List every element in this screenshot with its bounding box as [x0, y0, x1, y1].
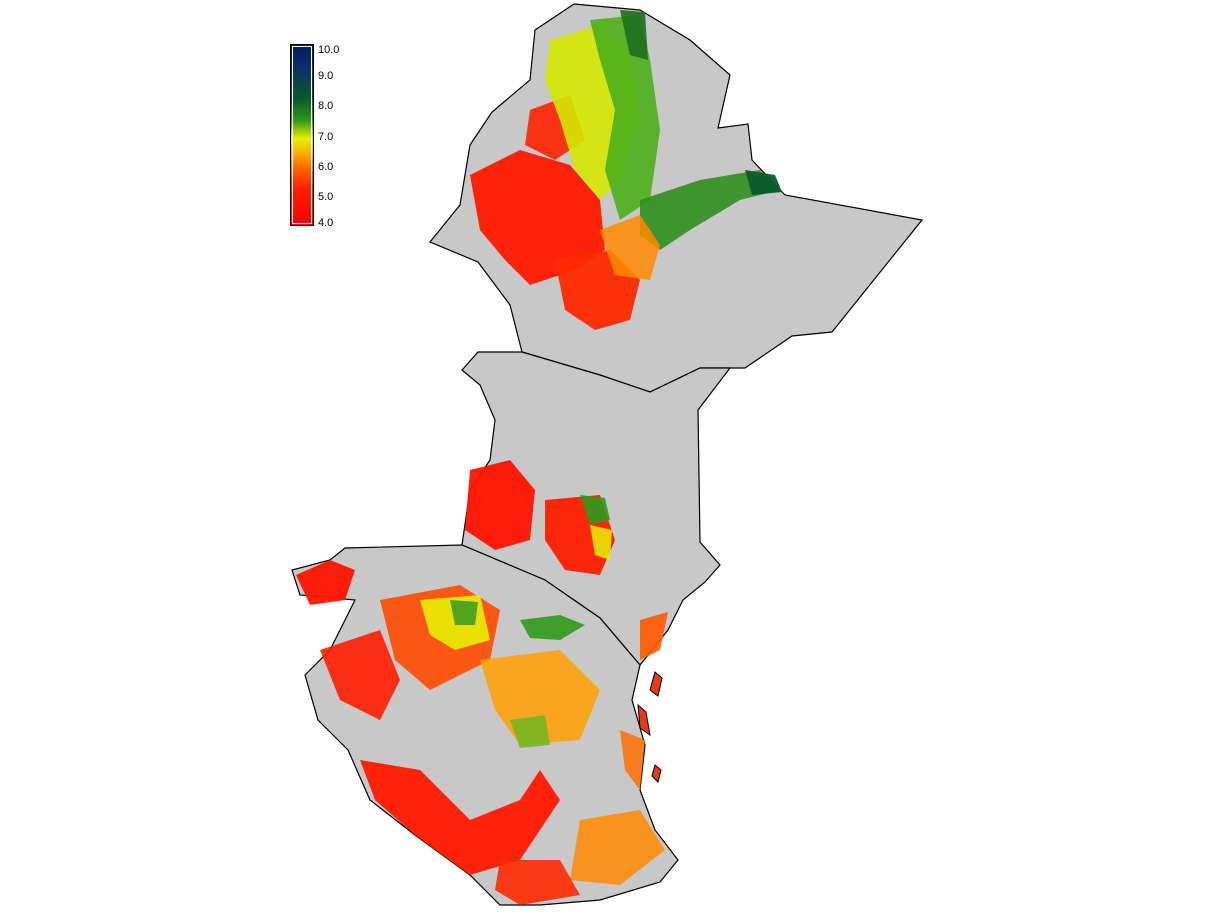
overlay-tz-red-west: [320, 630, 400, 720]
data-overlay-tanzania: [296, 560, 665, 905]
overlay-eth-green-1: [590, 15, 660, 220]
overlay-eth-darkgreen-east: [745, 170, 782, 195]
island-mafia: [651, 764, 662, 783]
overlay-tz-orange-center: [480, 650, 600, 745]
island-zanzibar: [637, 703, 651, 737]
legend-label-5: 5.0: [318, 191, 334, 203]
legend-label-6: 6.0: [318, 161, 334, 173]
overlay-eth-green-band: [640, 170, 780, 250]
overlay-tz-coast: [620, 730, 645, 790]
overlay-ken-green-border: [520, 615, 585, 640]
overlay-tz-green-center: [510, 715, 550, 748]
overlay-eth-red-west: [470, 150, 605, 285]
legend-color-bar: [290, 44, 314, 226]
overlay-ken-coast: [640, 612, 668, 660]
overlay-tz-red-south: [360, 760, 560, 875]
legend-label-9: 9.0: [318, 70, 334, 82]
data-overlay-ethiopia: [470, 10, 782, 330]
data-overlay-kenya: [465, 460, 668, 660]
overlay-eth-green-2: [620, 10, 648, 60]
legend-label-4: 4.0: [318, 217, 334, 229]
legend-label-8: 8.0: [318, 100, 334, 112]
overlay-tz-red-nw: [296, 560, 355, 605]
overlay-tz-orange-south: [570, 810, 665, 885]
overlay-tz-red-se: [495, 860, 580, 905]
overlay-ken-red-west: [465, 460, 535, 550]
overlay-eth-orange: [600, 215, 660, 280]
legend-label-7: 7.0: [318, 131, 334, 143]
color-legend: 10.0 9.0 8.0 7.0 6.0 5.0 4.0: [290, 44, 360, 234]
island-pemba: [649, 671, 663, 697]
overlay-ken-yellow: [590, 525, 612, 560]
legend-label-10: 10.0: [318, 44, 340, 56]
overlay-tz-green-north: [450, 600, 478, 625]
overlay-ken-green: [580, 495, 610, 525]
